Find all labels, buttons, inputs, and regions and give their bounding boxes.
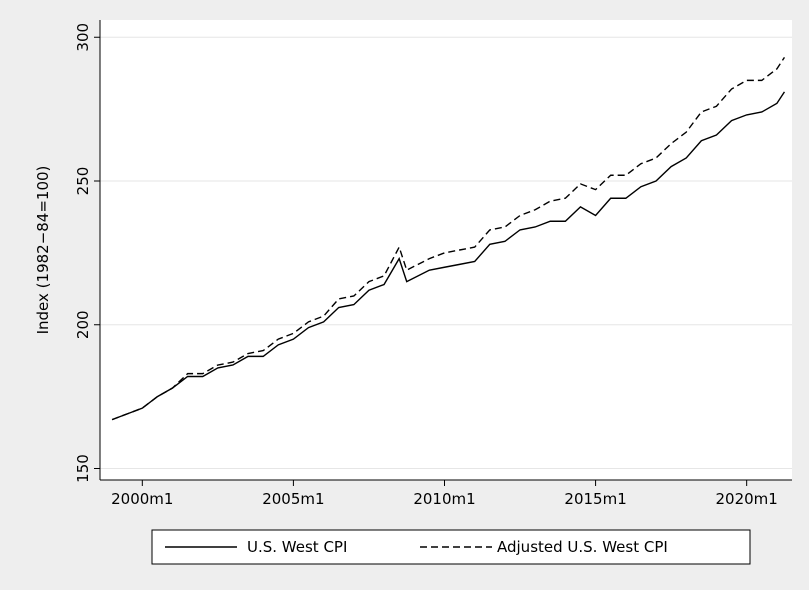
x-tick-label: 2010m1 xyxy=(413,490,475,508)
series-line xyxy=(111,56,786,421)
y-tick-label: 300 xyxy=(74,23,92,52)
x-tick-label: 2005m1 xyxy=(262,490,324,508)
series-line xyxy=(111,91,786,421)
y-tick-label: 200 xyxy=(74,310,92,339)
legend-label: Adjusted U.S. West CPI xyxy=(497,538,668,556)
x-tick-label: 2000m1 xyxy=(111,490,173,508)
legend-label: U.S. West CPI xyxy=(247,538,347,556)
x-tick-label: 2015m1 xyxy=(564,490,626,508)
plot-area xyxy=(100,20,792,480)
y-tick-label: 150 xyxy=(74,454,92,483)
legend-box xyxy=(151,529,751,565)
y-tick-label: 250 xyxy=(74,167,92,196)
x-tick-label: 2020m1 xyxy=(716,490,778,508)
y-axis-title: Index (1982−84=100) xyxy=(34,166,52,335)
